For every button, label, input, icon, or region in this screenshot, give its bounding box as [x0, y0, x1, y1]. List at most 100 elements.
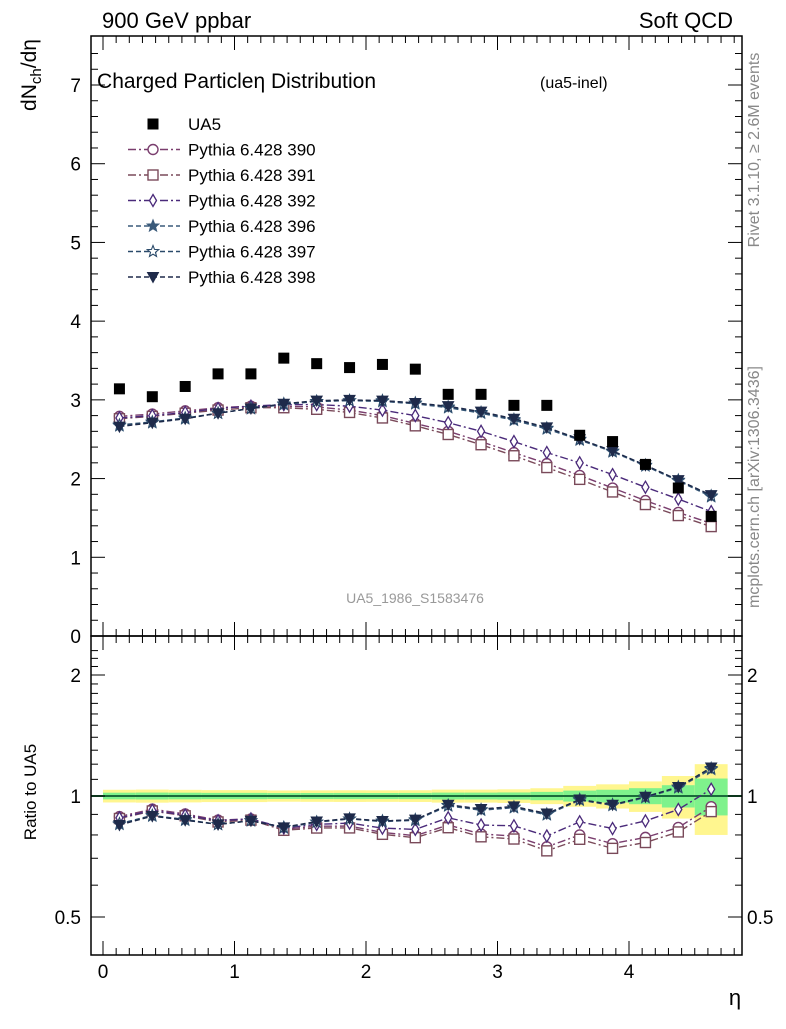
series-5-point [277, 398, 291, 411]
y-tick-label: 1 [70, 548, 81, 569]
data-point [179, 380, 191, 392]
legend-marker-1 [147, 169, 159, 181]
legend-label-data: UA5 [188, 115, 221, 134]
series-1-point [672, 509, 685, 522]
data-point [212, 368, 224, 380]
legend-label-3: Pythia 6.428 396 [188, 217, 316, 236]
ratio-1-point [475, 831, 487, 843]
data-point [607, 436, 619, 448]
ratio-5-point [507, 801, 521, 813]
series-1-point [475, 439, 487, 451]
legend: UA5 Pythia 6.428 390 Pythia 6.428 391 Pythi… [128, 115, 316, 287]
ratio-5-point [441, 799, 455, 812]
legend-marker-2 [148, 193, 158, 208]
ratio-tick-label-left: 0.5 [55, 908, 81, 929]
data-point [672, 482, 684, 494]
ratio-5-point [606, 799, 619, 812]
ratio-2-point [706, 781, 716, 797]
ratio-5-point [310, 816, 324, 829]
series-2-point [509, 434, 519, 449]
y-tick-label: 3 [70, 391, 81, 412]
series-1-point [705, 520, 717, 533]
ratio-2-point [641, 813, 650, 829]
series-2-point [378, 402, 387, 418]
x-tick-label: 1 [229, 962, 240, 983]
series-layer [112, 352, 719, 857]
chart-subtitle: (ua5-inel) [540, 75, 608, 92]
ratio-5-point [178, 815, 192, 827]
data-point [409, 363, 421, 375]
ratio-tick-label-right: 2 [747, 666, 758, 687]
mcplots-label: mcplots.cern.ch [arXiv:1306.3436] [746, 366, 763, 608]
ratio-5-point [408, 814, 422, 827]
series-5-point [408, 398, 422, 410]
series-1-point [508, 450, 520, 462]
y-axis-label: dNch/dη [18, 39, 45, 111]
legend-marker-4 [145, 243, 161, 258]
ratio-1-point [573, 833, 586, 845]
ratio-5-point [244, 815, 258, 828]
data-point [705, 510, 717, 522]
series-5-point [474, 406, 488, 419]
data-point [311, 358, 323, 370]
series-2-point [476, 424, 486, 439]
legend-label-1: Pythia 6.428 391 [188, 166, 316, 185]
series-1-point [442, 428, 454, 441]
legend-marker-data [147, 118, 159, 130]
legend-label-0: Pythia 6.428 390 [188, 141, 316, 160]
data-point [508, 399, 520, 411]
ratio-1-point [541, 845, 553, 857]
ratio-2-point [542, 828, 552, 844]
x-tick-label: 2 [361, 962, 372, 983]
data-point [146, 391, 158, 403]
ratio-2-point [443, 810, 453, 826]
y-tick-label: 2 [70, 470, 81, 491]
ratio-5-point [343, 813, 356, 825]
x-tick-label: 4 [624, 962, 635, 983]
data-point [541, 399, 553, 411]
series-2-point [443, 415, 453, 430]
data-point [639, 458, 651, 470]
series-1-point [573, 473, 586, 486]
series-5-point [704, 490, 718, 502]
rivet-label: Rivet 3.1.10, ≥ 2.6M events [746, 53, 763, 248]
y-tick-label: 0 [70, 627, 81, 648]
ratio-1-point [639, 836, 652, 849]
series-5-point [671, 475, 685, 487]
ratio-5-point [376, 815, 389, 828]
ratio-5-point [573, 794, 587, 806]
y-axis-label-denominator: /dη [18, 39, 41, 68]
series-1-point [541, 461, 553, 474]
x-axis-label: η [729, 985, 741, 1010]
ratio-tick-label-left: 2 [70, 666, 81, 687]
ratio-1-point [705, 805, 717, 818]
series-5-point [540, 422, 554, 434]
data-point [442, 388, 454, 400]
data-point [245, 368, 257, 380]
series-5-point [310, 395, 324, 408]
x-tick-label: 0 [98, 962, 109, 983]
ratio-5-point [540, 808, 554, 821]
data-point [344, 362, 356, 374]
series-5-point [376, 395, 389, 408]
ratio-5-point [704, 762, 718, 774]
analysis-watermark: UA5_1986_S1583476 [346, 590, 484, 606]
ratio-5-point [671, 781, 685, 794]
ratio-tick-label-right: 0.5 [747, 908, 773, 929]
y-axis-label-subscript: ch [28, 68, 45, 84]
legend-label-2: Pythia 6.428 392 [188, 192, 316, 211]
ratio-2-point [674, 802, 683, 817]
series-2-point [641, 479, 650, 495]
data-point [574, 429, 586, 441]
ratio-5-point [145, 811, 159, 823]
ratio-2-point [509, 818, 519, 834]
series-5-point [441, 401, 455, 413]
chart-title: Charged Particleη Distribution [97, 70, 376, 93]
ratio-axis-label: Ratio to UA5 [21, 744, 40, 840]
data-point [475, 388, 487, 400]
ratio-5-point [277, 822, 291, 834]
series-1-point [606, 486, 619, 498]
ratio-2-point [411, 822, 420, 837]
ratio-5-point [211, 819, 225, 831]
ratio-2-point [575, 814, 584, 830]
